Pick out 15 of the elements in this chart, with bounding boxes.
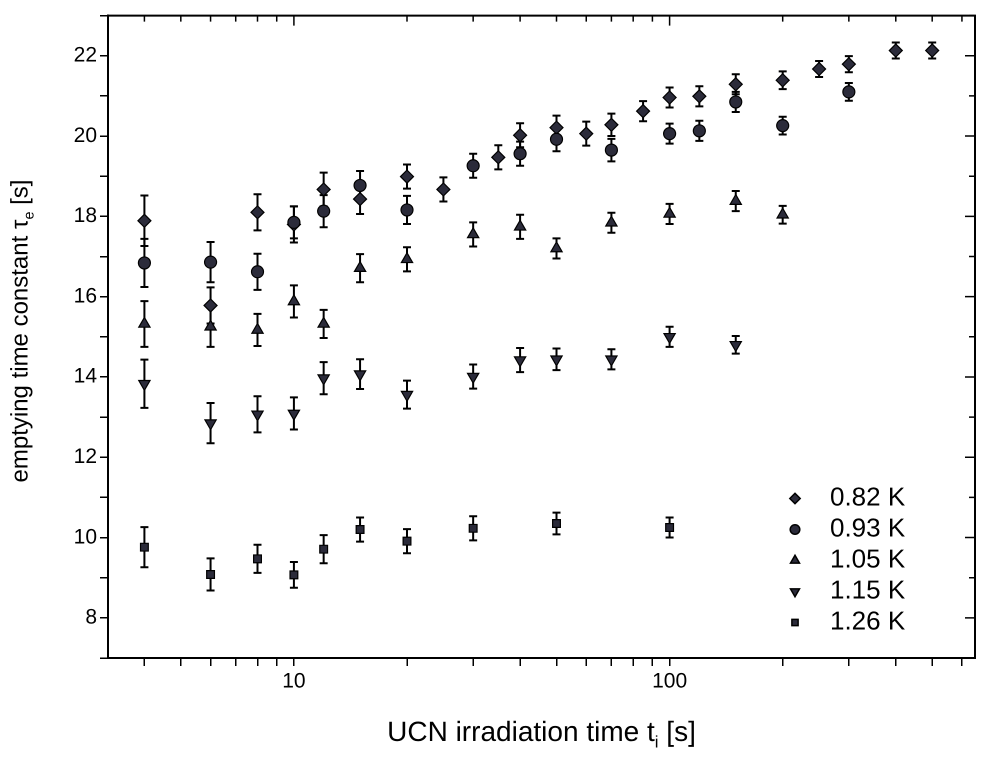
y-tick-label: 14 (74, 364, 98, 388)
x-axis-title: UCN irradiation time t$_{i}$ [s] (386, 716, 697, 753)
legend-label: 1.05 K (830, 544, 906, 574)
y-tick-label: 22 (74, 44, 97, 67)
legend-label: 0.93 K (830, 512, 906, 543)
legend-label: 1.15 K (830, 574, 906, 605)
y-tick-label: 16 (74, 284, 97, 308)
legend-label: 0.82 K (830, 482, 906, 512)
legend-label: 1.26 K (830, 606, 906, 636)
y-tick-label: 20 (74, 124, 97, 147)
y-tick-label: 12 (74, 445, 97, 468)
y-tick-label: 18 (74, 204, 97, 228)
y-tick-label: 10 (74, 525, 97, 548)
y-tick-label: 8 (85, 606, 97, 629)
x-tick-label: 100 (652, 669, 688, 692)
